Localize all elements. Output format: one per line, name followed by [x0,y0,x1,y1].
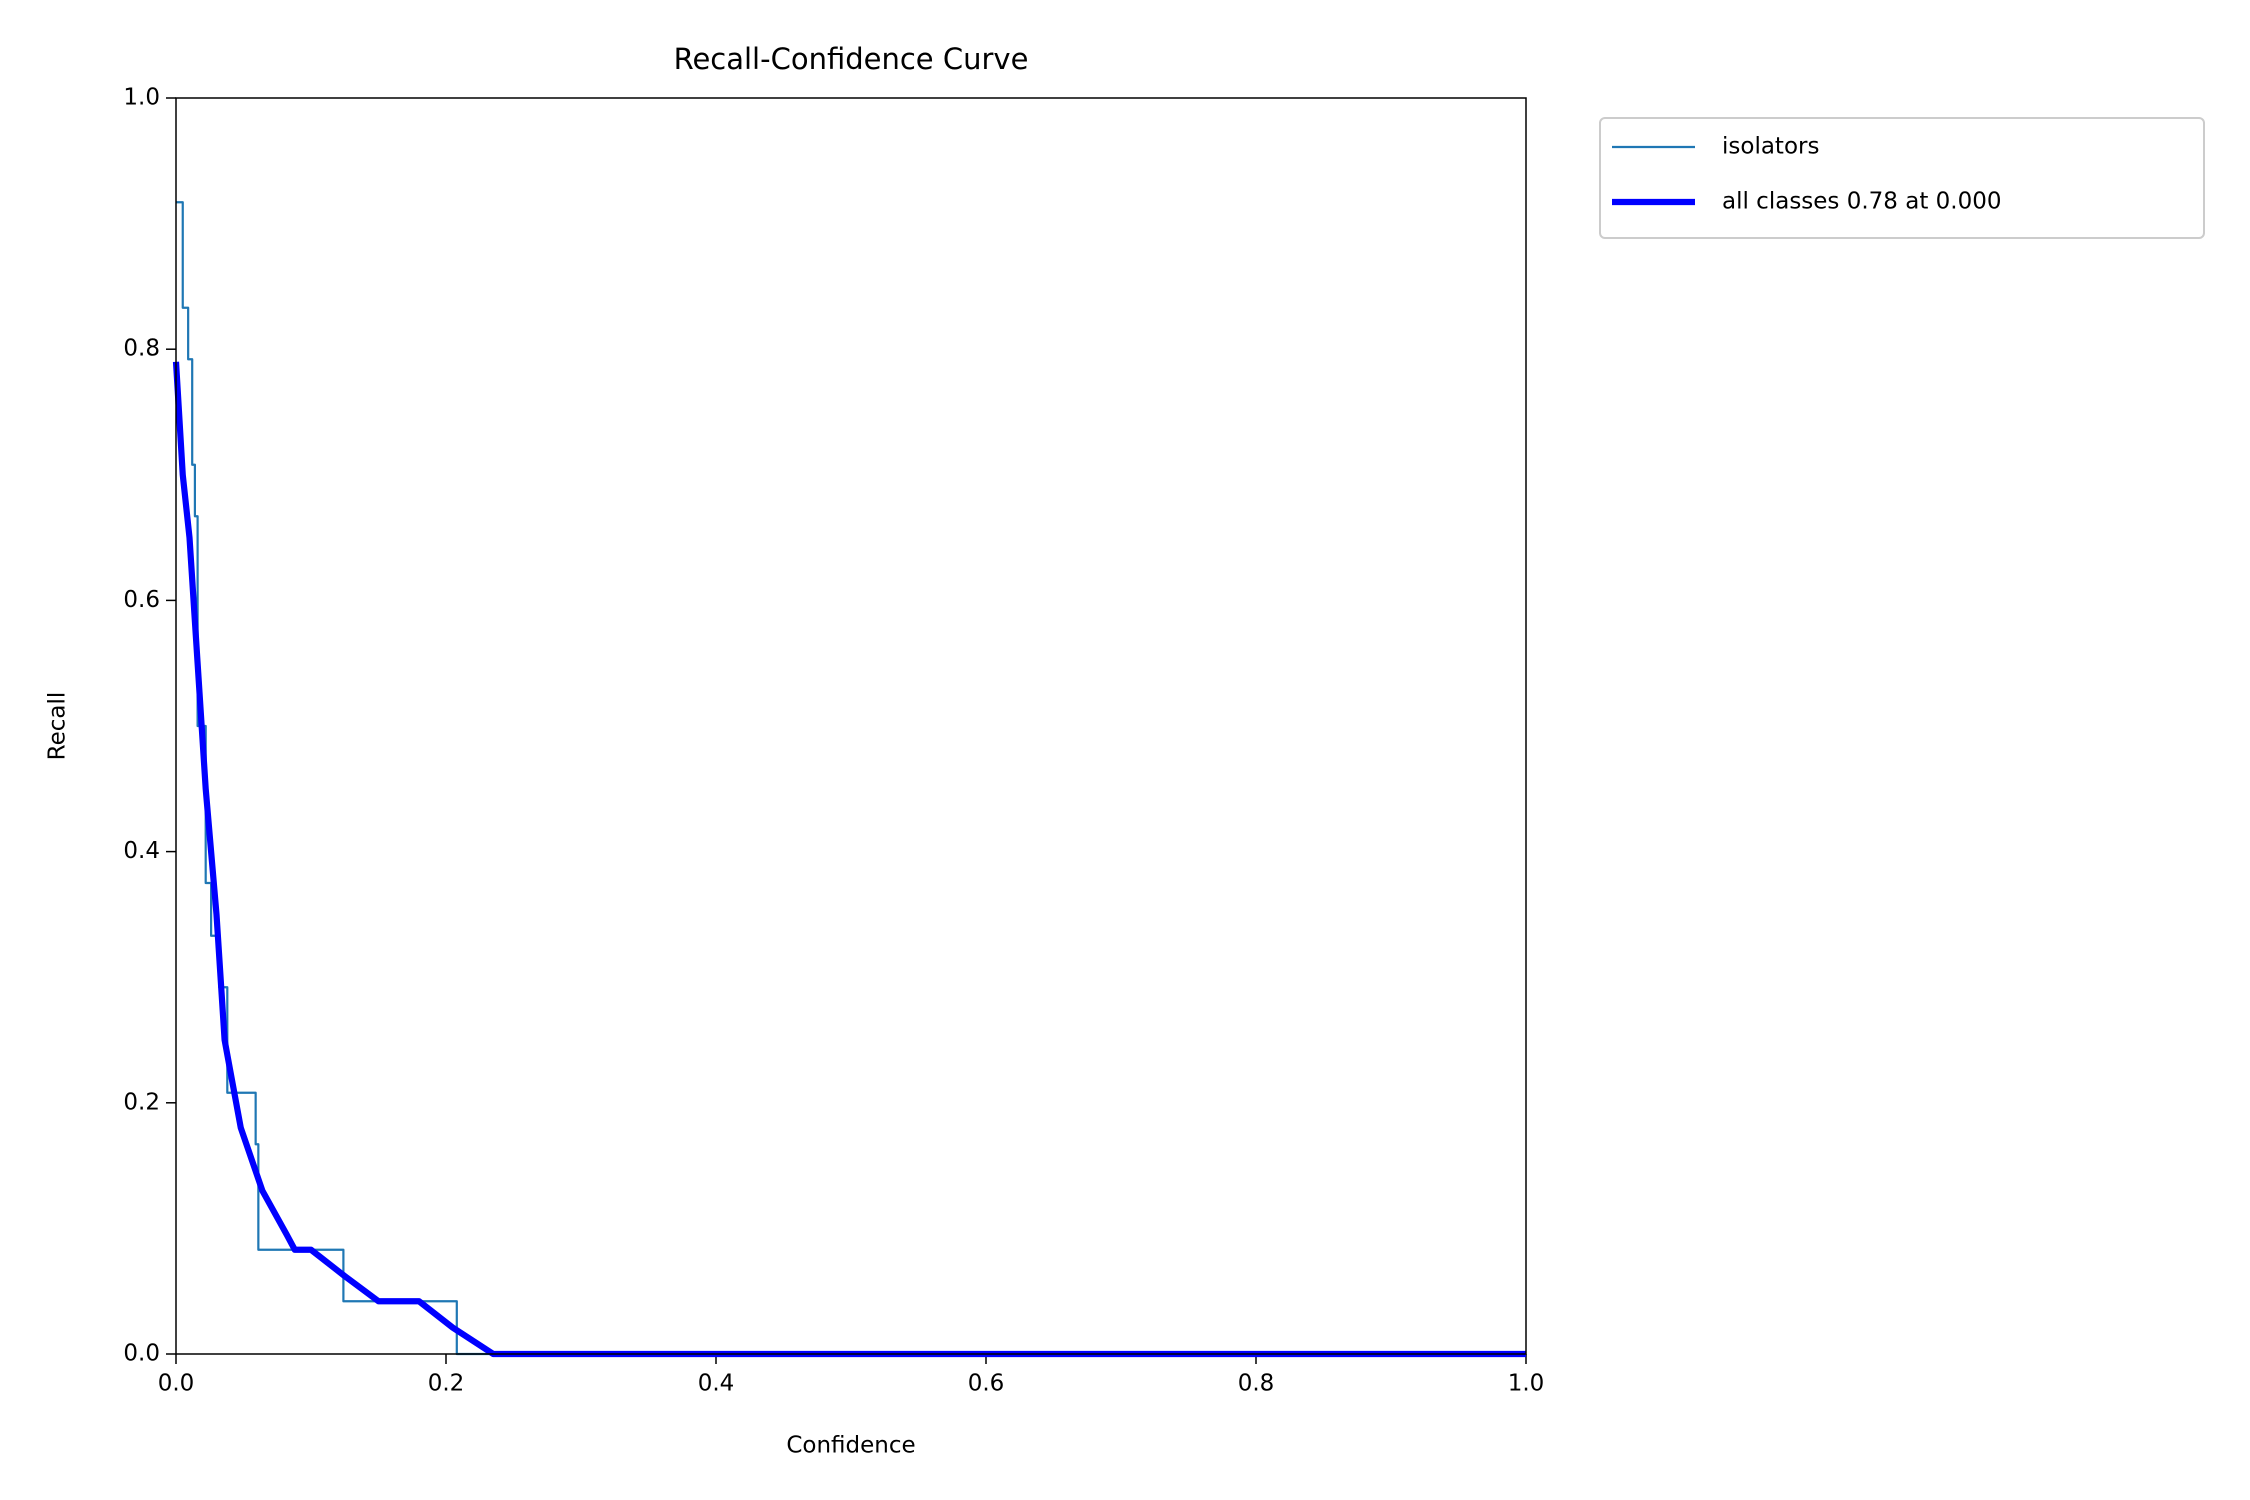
x-axis-label: Confidence [786,1433,915,1459]
legend-label: isolators [1722,134,1819,160]
y-axis-label: Recall [45,692,71,761]
y-tick-label: 0.8 [123,336,160,362]
x-tick-label: 1.0 [1508,1371,1545,1397]
legend-box [1599,117,2205,239]
legend-label: all classes 0.78 at 0.000 [1722,189,2002,215]
x-tick-label: 0.0 [158,1371,195,1397]
y-tick-label: 0.6 [123,587,160,613]
chart-title: Recall-Confidence Curve [674,42,1029,76]
y-tick-label: 0.2 [123,1089,160,1115]
y-tick-label: 1.0 [123,85,160,111]
series-line [172,361,1526,1358]
series-line [176,201,1526,1356]
x-tick-label: 0.8 [1238,1371,1275,1397]
y-tick-label: 0.4 [123,838,160,864]
plot-frame [175,97,1527,1355]
x-tick-label: 0.4 [698,1371,735,1397]
y-tick-label: 0.0 [123,1341,160,1367]
x-tick-label: 0.2 [428,1371,465,1397]
x-tick-label: 0.6 [968,1371,1005,1397]
